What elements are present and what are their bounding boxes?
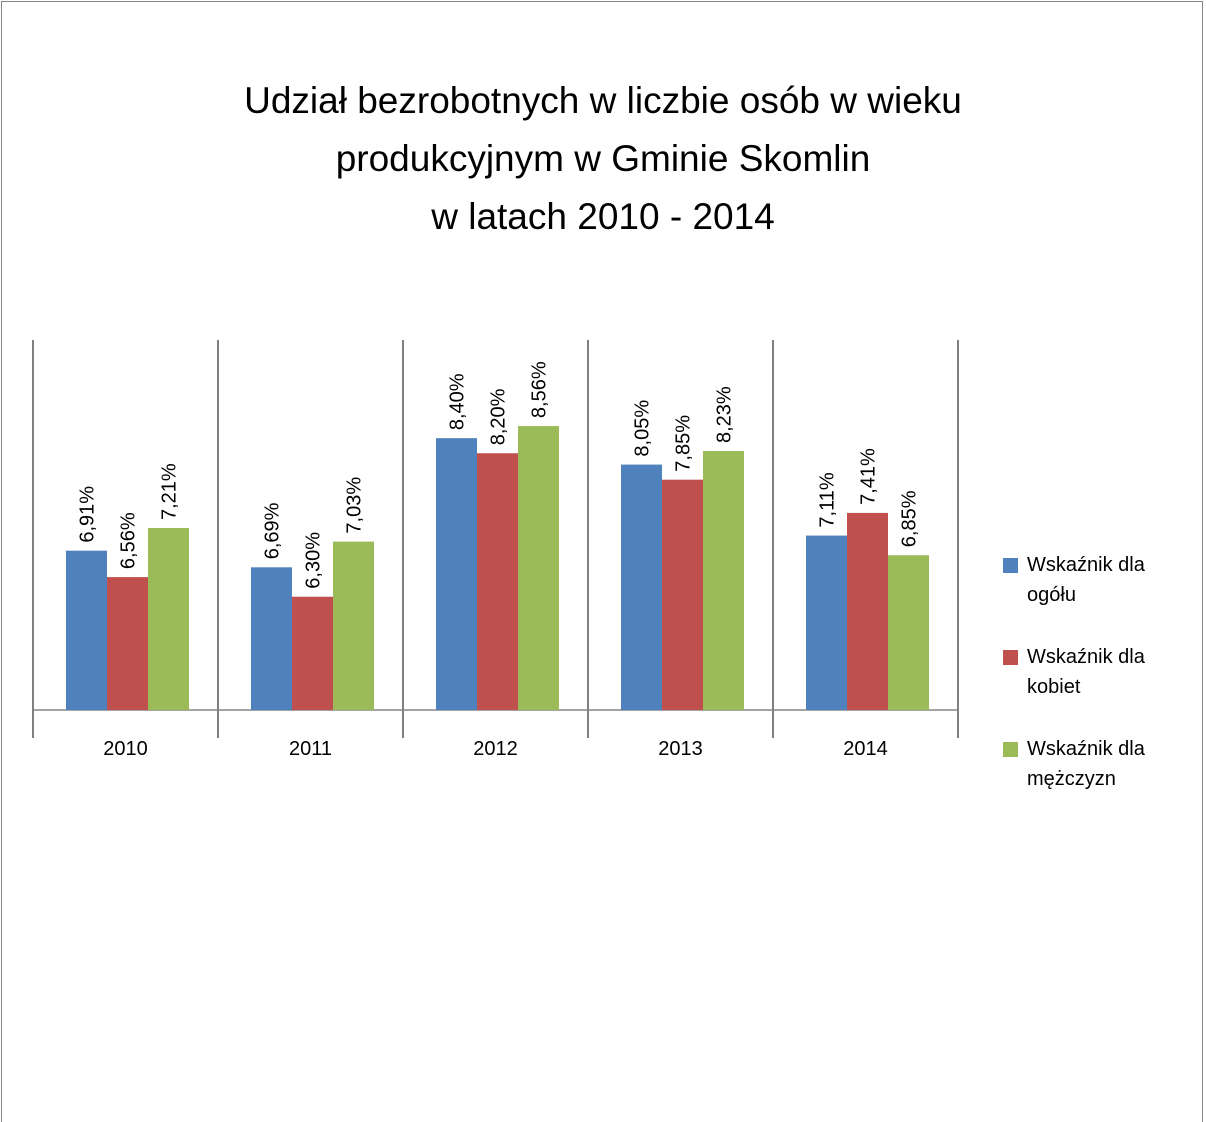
x-tick-label: 2013: [658, 738, 703, 760]
bar: [621, 464, 662, 710]
bar: [847, 512, 888, 710]
bar: [251, 567, 292, 710]
data-label: 8,23%: [714, 386, 736, 443]
bar: [107, 577, 148, 710]
legend-item: Wskaźnik dla mężczyzn: [1003, 734, 1193, 826]
x-tick-label: 2010: [103, 738, 148, 760]
legend-swatch: [1003, 558, 1018, 573]
bar: [888, 555, 929, 710]
data-label: 6,69%: [262, 502, 284, 559]
data-label: 8,05%: [632, 400, 654, 457]
data-label: 8,40%: [447, 373, 469, 430]
legend-swatch: [1003, 742, 1018, 757]
bar: [292, 596, 333, 710]
data-label: 7,21%: [159, 463, 181, 520]
bar: [703, 451, 744, 710]
bar: [518, 426, 559, 710]
legend: Wskaźnik dla ogółu Wskaźnik dla kobiet Wsk…: [1003, 550, 1193, 826]
data-label: 7,41%: [858, 448, 880, 505]
legend-label: Wskaźnik dla mężczyzn: [1027, 738, 1145, 790]
data-label: 8,56%: [529, 361, 551, 418]
legend-item: Wskaźnik dla ogółu: [1003, 550, 1193, 642]
legend-label: Wskaźnik dla ogółu: [1027, 554, 1145, 606]
bar: [477, 453, 518, 710]
data-label: 7,03%: [344, 477, 366, 534]
legend-swatch: [1003, 650, 1018, 665]
data-label: 6,56%: [118, 512, 140, 569]
x-tick-label: 2011: [289, 738, 332, 760]
bar: [662, 479, 703, 710]
data-label: 7,11%: [817, 472, 839, 527]
x-tick-label: 2014: [843, 738, 888, 760]
x-tick-label: 2012: [473, 738, 518, 760]
legend-item: Wskaźnik dla kobiet: [1003, 642, 1193, 734]
data-label: 7,85%: [673, 415, 695, 472]
data-label: 8,20%: [488, 388, 510, 445]
bar: [333, 541, 374, 710]
bar: [806, 535, 847, 710]
data-label: 6,30%: [303, 532, 325, 589]
bar: [436, 438, 477, 710]
data-label: 6,91%: [77, 486, 99, 543]
bar: [148, 528, 189, 710]
legend-label: Wskaźnik dla kobiet: [1027, 646, 1145, 698]
bar: [66, 550, 107, 710]
chart-title: Udział bezrobotnych w liczbie osób w wie…: [244, 80, 962, 237]
data-label: 6,85%: [899, 490, 921, 547]
